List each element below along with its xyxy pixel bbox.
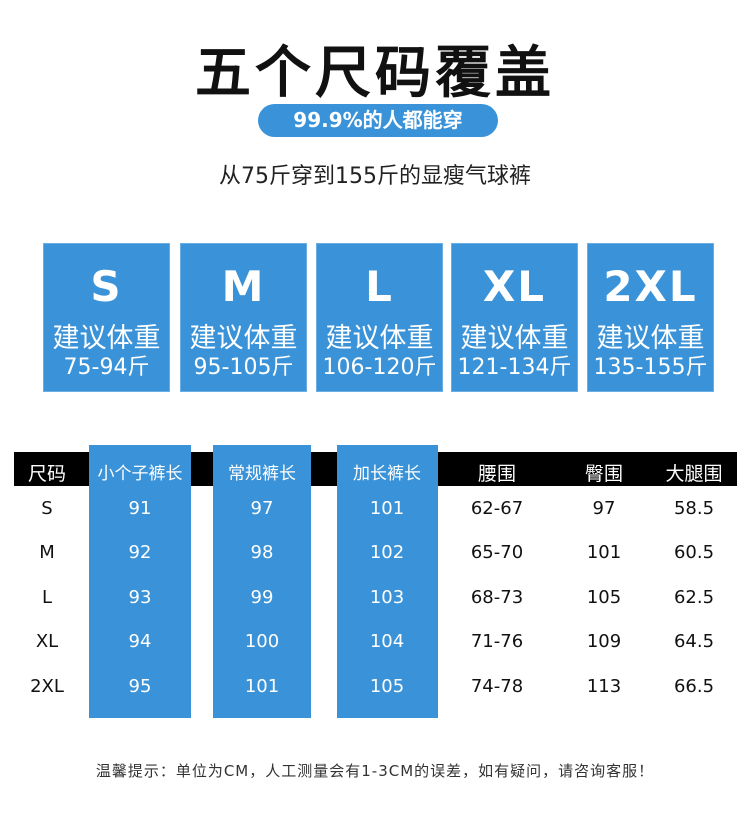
table-cell: XL (35, 631, 59, 652)
subtitle: 从75斤穿到155斤的显瘦气球裤 (219, 164, 531, 189)
table-cell: 101 (244, 676, 280, 697)
weight-label: 建议体重 (596, 323, 705, 354)
table-cell: 99 (250, 587, 274, 608)
highlight-column-long (337, 445, 438, 718)
size-label: M (221, 262, 266, 311)
table-cell: 105 (586, 587, 622, 608)
size-card-2xl: 2XL 建议体重 135-155斤 (587, 243, 714, 392)
size-label: 2XL (603, 262, 698, 311)
weight-label: 建议体重 (52, 323, 161, 354)
highlight-column-petite (89, 445, 191, 718)
column-header: 尺码 (27, 463, 66, 485)
table-cell: 68-73 (470, 587, 524, 608)
table-cell: 109 (586, 631, 622, 652)
size-card-m: M 建议体重 95-105斤 (180, 243, 307, 392)
table-cell: 65-70 (470, 542, 524, 563)
weight-range: 121-134斤 (457, 355, 572, 380)
table-cell: 101 (586, 542, 622, 563)
size-card-s: S 建议体重 75-94斤 (43, 243, 170, 392)
table-cell: 97 (250, 498, 274, 519)
column-header: 腰围 (477, 463, 516, 485)
table-cell: S (41, 498, 53, 519)
table-cell: 62.5 (673, 587, 715, 608)
table-cell: M (39, 542, 55, 563)
weight-range: 75-94斤 (63, 355, 150, 380)
table-cell: 103 (369, 587, 405, 608)
table-cell: 93 (128, 587, 152, 608)
table-cell: 58.5 (673, 498, 715, 519)
size-label: XL (482, 262, 547, 311)
table-cell: 94 (128, 631, 152, 652)
column-header: 大腿围 (665, 463, 723, 485)
column-header: 臀围 (584, 463, 623, 485)
table-cell: 60.5 (673, 542, 715, 563)
weight-label: 建议体重 (325, 323, 434, 354)
weight-range: 106-120斤 (322, 355, 437, 380)
table-cell: 71-76 (470, 631, 524, 652)
table-cell: 102 (369, 542, 405, 563)
table-cell: 91 (128, 498, 152, 519)
table-cell: 92 (128, 542, 152, 563)
weight-range: 95-105斤 (193, 355, 294, 380)
table-cell: 2XL (30, 676, 64, 697)
table-cell: 104 (369, 631, 405, 652)
column-header: 常规裤长 (228, 464, 296, 484)
table-cell: 101 (369, 498, 405, 519)
table-cell: 105 (369, 676, 405, 697)
coverage-badge: 99.9%的人都能穿 (258, 104, 498, 137)
highlight-column-regular (213, 445, 311, 718)
weight-range: 135-155斤 (593, 355, 708, 380)
size-card-l: L 建议体重 106-120斤 (316, 243, 443, 392)
table-cell: 74-78 (470, 676, 524, 697)
table-cell: L (41, 587, 53, 608)
size-label: L (365, 262, 394, 311)
weight-label: 建议体重 (189, 323, 298, 354)
size-card-xl: XL 建议体重 121-134斤 (451, 243, 578, 392)
table-cell: 97 (592, 498, 616, 519)
table-cell: 113 (586, 676, 622, 697)
table-cell: 64.5 (673, 631, 715, 652)
table-cell: 62-67 (470, 498, 524, 519)
table-cell: 95 (128, 676, 152, 697)
table-cell: 66.5 (673, 676, 715, 697)
table-cell: 100 (244, 631, 280, 652)
column-header: 加长裤长 (353, 464, 421, 484)
page-title: 五个尺码覆盖 (195, 41, 555, 106)
size-label: S (90, 262, 123, 311)
footnote: 温馨提示：单位为CM，人工测量会有1-3CM的误差，如有疑问，请咨询客服！ (95, 762, 655, 780)
table-cell: 98 (250, 542, 274, 563)
column-header: 小个子裤长 (97, 464, 183, 484)
weight-label: 建议体重 (460, 323, 569, 354)
